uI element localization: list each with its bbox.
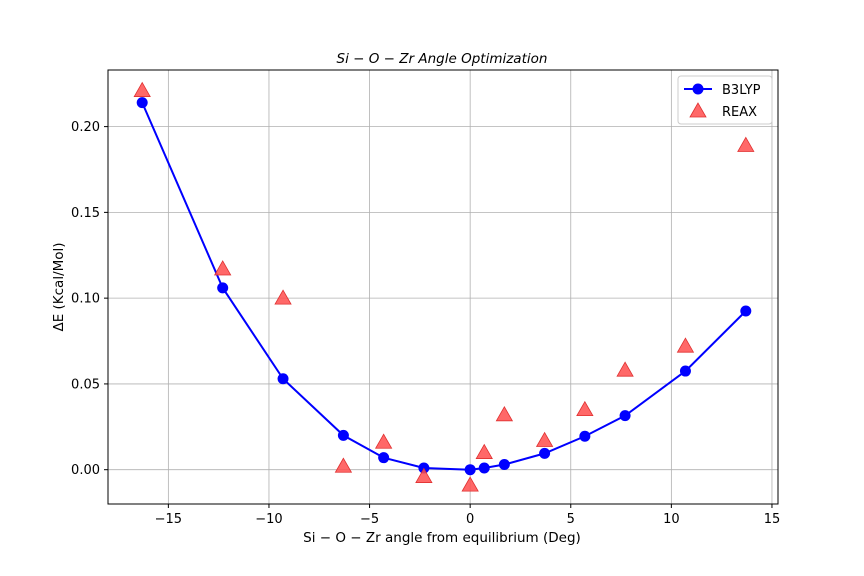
- x-tick-label: 10: [663, 512, 680, 527]
- data-point: [136, 97, 148, 109]
- data-point: [213, 260, 232, 276]
- legend-marker: [689, 102, 707, 118]
- grid: [108, 70, 778, 504]
- axes: −15 −10 −5 0 5 10 15 0.00 0.05 0.10 0.15 0.20: [71, 69, 781, 527]
- data-point: [478, 462, 490, 474]
- chart-title: Si − O − Zr Angle Optimization: [337, 51, 548, 67]
- x-tick-label: −15: [155, 512, 182, 527]
- legend-label: REAX: [722, 105, 757, 120]
- data-point: [495, 405, 514, 422]
- data-point: [576, 400, 594, 417]
- data-point: [679, 365, 691, 377]
- series-reax: [133, 81, 755, 492]
- x-tick-label: 5: [567, 512, 575, 527]
- data-point: [498, 459, 510, 471]
- legend-marker: [692, 83, 704, 95]
- x-tick-label: 0: [466, 512, 474, 527]
- data-point: [464, 464, 476, 476]
- data-point: [461, 476, 479, 492]
- data-point: [737, 136, 755, 152]
- x-tick-label: −10: [255, 512, 282, 527]
- data-point: [619, 410, 631, 422]
- plot-area: [133, 81, 755, 492]
- data-point: [337, 429, 349, 441]
- y-axis-label: ΔE (Kcal/Mol): [51, 242, 67, 331]
- data-point: [740, 305, 752, 317]
- data-point: [133, 81, 151, 97]
- data-point: [334, 457, 353, 473]
- data-point: [374, 433, 393, 449]
- data-point: [539, 447, 551, 459]
- y-tick-label: 0.05: [71, 377, 100, 392]
- x-axis-label: Si − O − Zr angle from equilibrium (Deg): [303, 530, 581, 546]
- data-point: [579, 430, 591, 442]
- series-line: [141, 102, 747, 471]
- data-point: [274, 289, 292, 305]
- data-point: [277, 373, 289, 385]
- data-point: [616, 361, 634, 377]
- data-point: [378, 452, 390, 464]
- axes-frame: [107, 69, 779, 505]
- y-tick-label: 0.10: [71, 292, 100, 307]
- y-tick-label: 0.00: [71, 463, 100, 478]
- data-point: [535, 431, 554, 447]
- y-tick-label: 0.15: [71, 206, 100, 221]
- data-point: [676, 337, 695, 353]
- x-tick-label: 15: [764, 512, 781, 527]
- x-tick-label: −5: [360, 512, 379, 527]
- legend: B3LYP REAX: [677, 75, 773, 125]
- data-point: [415, 467, 433, 483]
- y-tick-label: 0.20: [71, 120, 100, 135]
- data-point: [217, 282, 229, 294]
- legend-label: B3LYP: [722, 83, 761, 98]
- data-point: [475, 443, 493, 459]
